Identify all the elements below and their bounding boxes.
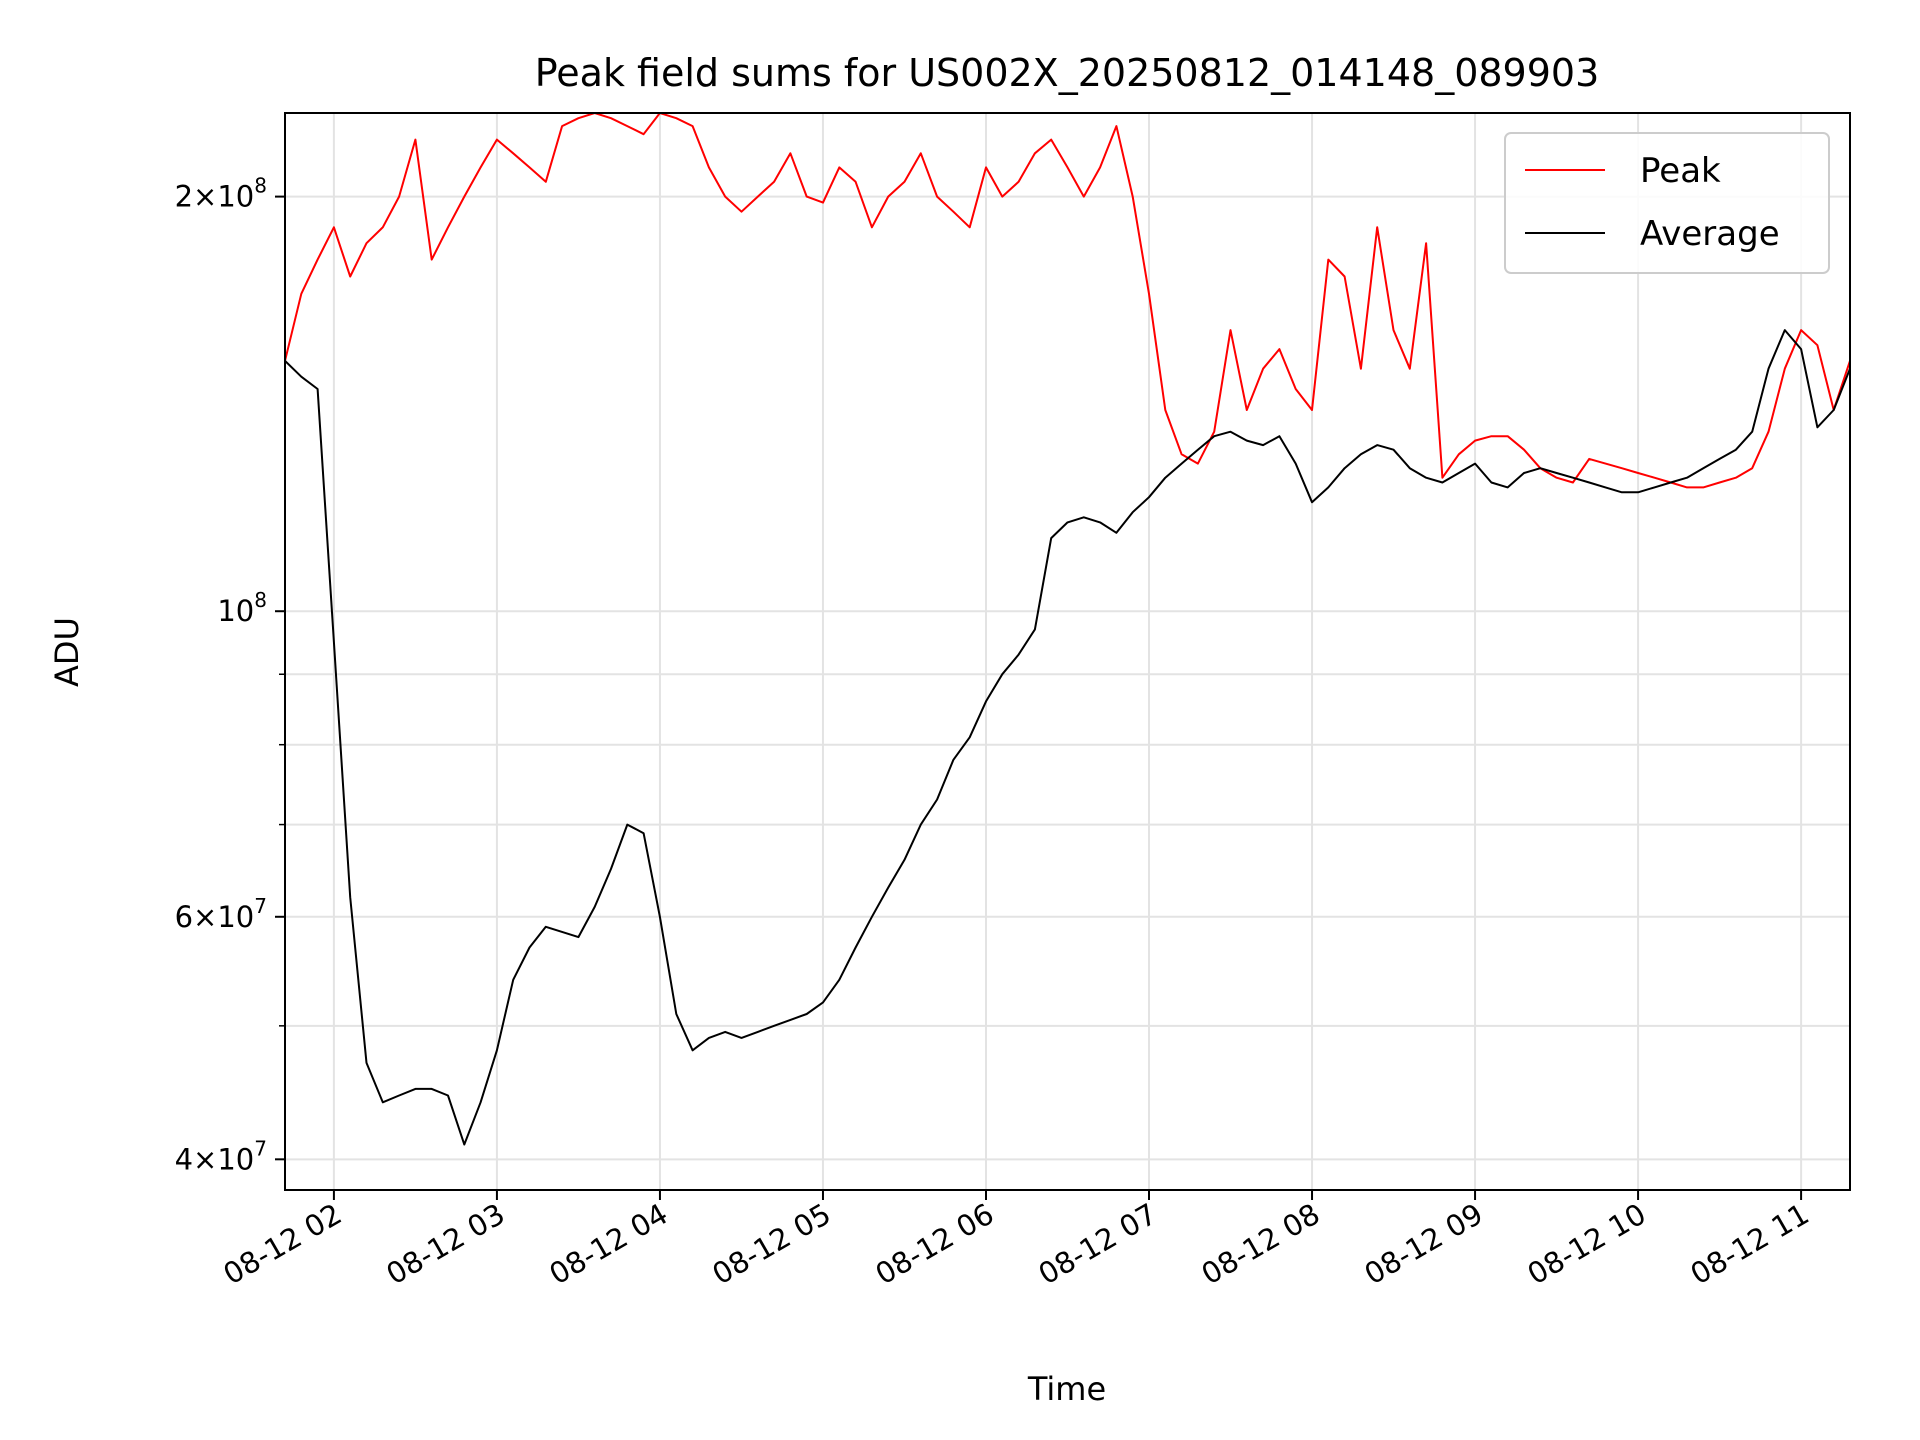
y-tick-label: 108 [217, 588, 267, 628]
y-tick-mantissa: 6×10 [175, 900, 255, 934]
y-tick-label: 6×107 [175, 894, 267, 934]
y-tick-label: 4×107 [175, 1136, 267, 1176]
y-axis-label: ADU [48, 617, 86, 687]
legend-box [1504, 132, 1830, 274]
y-tick-exponent: 8 [254, 174, 267, 198]
y-tick-mantissa: 2×10 [175, 180, 255, 214]
y-tick-exponent: 8 [254, 588, 267, 612]
series-line-average [285, 329, 1850, 1146]
legend-label-peak: Peak [1640, 151, 1721, 191]
y-tick-mantissa: 4×10 [175, 1142, 255, 1176]
legend: Peak Average [1504, 132, 1830, 274]
x-axis-label: Time [1027, 1370, 1106, 1408]
series-line-peak [285, 113, 1850, 489]
y-tick-exponent: 7 [254, 1136, 267, 1160]
grid [285, 113, 1850, 1190]
y-tick-mantissa: 10 [217, 594, 254, 628]
y-tick-label: 2×108 [175, 174, 267, 214]
legend-label-average: Average [1640, 214, 1780, 254]
y-tick-exponent: 7 [254, 894, 267, 918]
plot-frame [284, 112, 1851, 1191]
chart-title: Peak field sums for US002X_20250812_0141… [535, 51, 1600, 95]
series-layer [285, 113, 1850, 1146]
